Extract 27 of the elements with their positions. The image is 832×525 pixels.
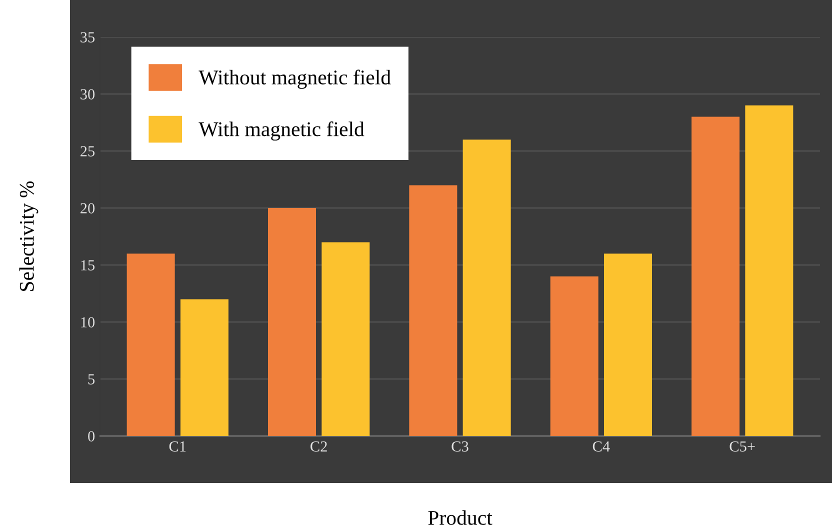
- bar: [180, 299, 228, 436]
- x-tick-label: C4: [592, 441, 610, 452]
- bar: [550, 276, 598, 436]
- x-tick-label: C2: [310, 441, 327, 452]
- bar: [462, 140, 511, 436]
- bar: [692, 116, 740, 436]
- y-tick-label: 15: [81, 260, 95, 270]
- bar: [126, 254, 175, 436]
- bar: [322, 242, 370, 436]
- bar: [409, 185, 458, 436]
- y-tick-label: 5: [88, 374, 95, 384]
- x-tick-label: C1: [169, 441, 186, 452]
- x-axis-title: Product: [428, 510, 492, 525]
- y-tick-label: 30: [80, 89, 95, 100]
- bar: [268, 208, 316, 436]
- y-tick-label: 35: [80, 32, 95, 42]
- bar: [604, 254, 652, 436]
- bar: [745, 105, 794, 436]
- x-tick-label: C5+: [730, 441, 755, 452]
- y-tick-label: 10: [81, 317, 95, 328]
- legend-label: With magnetic field: [198, 121, 364, 141]
- y-tick-label: 20: [80, 203, 95, 214]
- x-tick-label: C3: [452, 441, 468, 452]
- y-tick-label: 0: [88, 431, 95, 442]
- y-tick-label: 25: [80, 146, 95, 156]
- y-axis-title: Selectivity %: [19, 181, 38, 291]
- legend-label: Without magnetic field: [198, 70, 391, 89]
